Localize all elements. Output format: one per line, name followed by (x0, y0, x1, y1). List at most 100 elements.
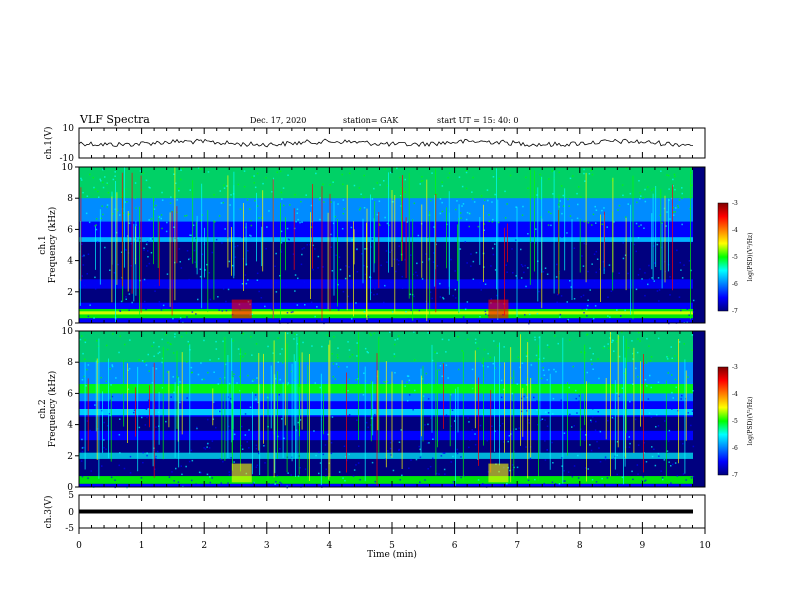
spec-speckle (634, 418, 637, 421)
spec-speckle (544, 440, 546, 442)
spec-speckle (195, 313, 197, 315)
spec-speckle (395, 270, 397, 273)
spec-speckle (639, 192, 641, 194)
spec-speckle (84, 358, 86, 360)
spec-speckle (567, 471, 570, 473)
spec-speckle (590, 419, 592, 422)
spec-speckle (477, 458, 479, 460)
spec-speckle (618, 337, 620, 339)
spec-speckle (487, 199, 489, 202)
spec-speckle (353, 184, 356, 187)
spec-speckle (495, 294, 498, 297)
spec-speckle (102, 186, 105, 189)
spec-speckle (413, 320, 415, 322)
spec-speckle (294, 290, 296, 292)
spec-speckle (228, 437, 230, 439)
spec-speckle (640, 224, 642, 226)
spec-speckle (206, 404, 208, 406)
spec-speckle (413, 331, 415, 333)
spec-speckle (206, 446, 208, 448)
spec-speckle (209, 298, 212, 301)
spec-speckle (581, 308, 584, 310)
spec-speckle (674, 211, 676, 213)
spec-speckle (644, 188, 646, 191)
spec-speckle (651, 446, 653, 448)
spec-speckle (379, 224, 381, 226)
spec-speckle (250, 235, 252, 237)
spec-speckle (690, 269, 692, 272)
spec-speckle (94, 225, 96, 227)
spec-speckle (82, 191, 84, 194)
spec-speckle (669, 294, 671, 296)
spec-speckle (552, 397, 555, 400)
spec-speckle (471, 387, 473, 389)
spec-speckle (691, 349, 693, 351)
spec-speckle (322, 183, 324, 186)
spec-speckle (280, 191, 283, 194)
spec-speckle (643, 442, 645, 444)
spec-speckle (535, 319, 537, 321)
spec-speckle (551, 441, 553, 444)
spec-speckle (145, 179, 148, 182)
spec-speckle (281, 348, 283, 350)
spec-speckle (657, 277, 660, 279)
spec-speckle (301, 307, 304, 309)
spec-speckle (88, 221, 91, 224)
spec-speckle (104, 176, 106, 178)
spec-speckle (265, 177, 267, 179)
spec-speckle (108, 413, 110, 415)
spec-speckle (256, 438, 258, 441)
spec-speckle (103, 232, 106, 234)
spec-speckle (580, 196, 582, 198)
spec-speckle (154, 468, 156, 470)
spec-speckle (536, 194, 538, 196)
spec-speckle (148, 262, 151, 265)
spec-speckle (418, 445, 420, 448)
spec-speckle (609, 406, 611, 408)
spec-speckle (241, 283, 244, 285)
spec-speckle (569, 280, 571, 282)
spec-speckle (272, 483, 275, 485)
spec-speckle (393, 353, 396, 355)
spec-speckle (524, 314, 526, 316)
spec-speckle (144, 300, 146, 303)
spec-speckle (339, 268, 342, 271)
spec-speckle (333, 336, 335, 338)
spec-speckle (637, 338, 639, 340)
spec-speckle (250, 224, 253, 227)
spec-speckle (134, 182, 137, 184)
spec-speckle (146, 454, 148, 457)
spec-speckle (292, 311, 294, 313)
spec-speckle (233, 373, 235, 375)
spec-speckle (125, 298, 127, 300)
spec-speckle (690, 477, 693, 479)
spec-speckle (192, 224, 195, 226)
spec-speckle (632, 352, 634, 355)
spec-speckle (296, 212, 298, 214)
spec-speckle (154, 284, 156, 287)
spec-speckle (593, 280, 596, 282)
spec-speckle (627, 203, 629, 205)
spec-speckle (148, 370, 150, 372)
spec-speckle (606, 226, 608, 228)
spec-speckle (583, 242, 585, 245)
spec-speckle (446, 319, 448, 321)
ch1-wave-ylabel: ch.1(V) (43, 127, 54, 160)
spec-speckle (406, 375, 409, 377)
spec-speckle (456, 200, 458, 202)
spec-speckle (366, 351, 368, 353)
spec-speckle (559, 200, 561, 202)
spec-speckle (506, 271, 508, 273)
spec-speckle (84, 341, 87, 344)
spec-speckle (546, 449, 548, 451)
spec-speckle (690, 424, 692, 427)
spec-speckle (641, 278, 643, 280)
spec-speckle (336, 354, 339, 356)
spec-speckle (394, 372, 396, 374)
spec-speckle (474, 433, 476, 435)
spec-speckle (603, 345, 606, 348)
spec-speckle (455, 208, 457, 211)
spec-speckle (256, 464, 258, 466)
spec-speckle (219, 410, 221, 413)
spec-speckle (517, 356, 519, 358)
